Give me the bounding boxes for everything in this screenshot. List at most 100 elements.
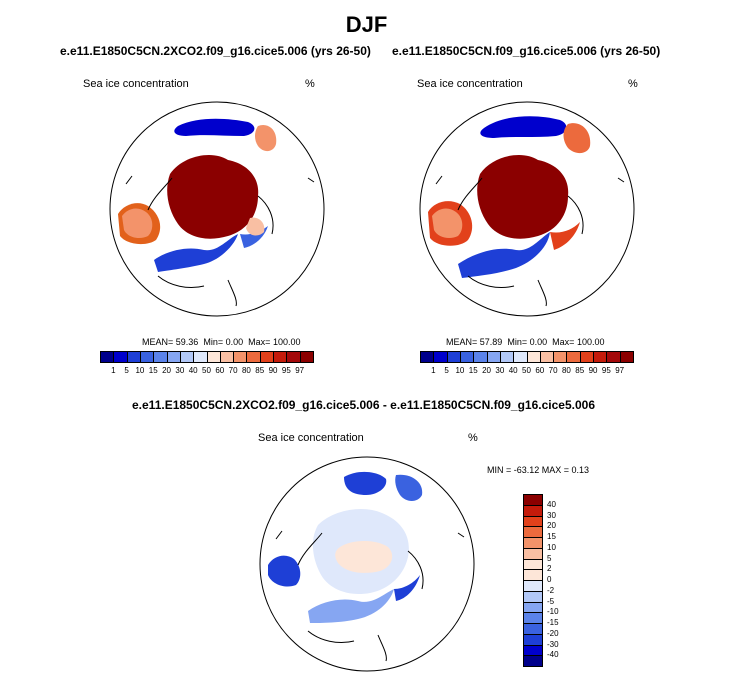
panel1-variable-label: Sea ice concentration xyxy=(83,78,189,90)
diff-colorbar-tick-label: -5 xyxy=(547,596,555,606)
panel1-colorbar-tick-label: 80 xyxy=(241,366,251,375)
diff-colorbar-ticks: 40 30 20 15 10 5 2 0 -2 -5 -10 -15 -20 -30 -40 xyxy=(547,494,577,666)
panel2-colorbar-ticks: 1 5 10 15 20 30 40 50 60 70 80 85 90 95 97 xyxy=(420,366,633,378)
diff-colorbar-tick-label: 5 xyxy=(547,553,552,563)
panel1-colorbar-tick-label: 70 xyxy=(228,366,238,375)
diff-colorbar-tick-label: 10 xyxy=(547,542,556,552)
diff-decrease-band-left xyxy=(268,555,301,587)
panel1-colorbar-swatch xyxy=(113,351,128,363)
panel1-colorbar-tick-label: 90 xyxy=(268,366,278,375)
panel2-polar-map xyxy=(419,101,635,317)
panel1-colorbar-tick-label: 15 xyxy=(148,366,158,375)
panel2-ice-band-bottom xyxy=(458,232,550,278)
diff-colorbar-tick-label: 20 xyxy=(547,521,556,531)
panel2-colorbar-tick-label: 15 xyxy=(468,366,478,375)
diff-colorbar-tick-label: -15 xyxy=(547,618,559,627)
panel1-colorbar-swatch xyxy=(139,351,155,363)
panel1-colorbar-swatch xyxy=(233,351,248,363)
panel1-colorbar-swatch xyxy=(273,351,288,363)
panel2-ice-core xyxy=(477,154,569,239)
panel2-colorbar-swatch xyxy=(420,351,435,363)
panel2-colorbar-tick-label: 40 xyxy=(508,366,518,375)
panel2-colorbar-tick-label: 80 xyxy=(561,366,571,375)
diff-coastline xyxy=(275,530,465,662)
panel2-coastline xyxy=(435,175,625,307)
figure-title: DJF xyxy=(345,12,388,37)
diff-decrease-band-bottom2 xyxy=(394,575,420,601)
diff-colorbar-tick-label: -40 xyxy=(547,650,559,660)
panel1-ice-edge-left-inner xyxy=(122,208,153,238)
panel2-colorbar-tick-label: 1 xyxy=(431,366,436,375)
panel2-colorbar-tick-label: 30 xyxy=(495,366,505,375)
panel2-colorbar-swatch xyxy=(499,351,515,363)
panel1-colorbar-swatch xyxy=(153,351,168,363)
panel2-colorbar-tick-label: 90 xyxy=(588,366,598,375)
panel2-colorbar-swatch xyxy=(606,351,621,363)
panel2-colorbar-tick-label: 10 xyxy=(455,366,465,375)
panel2-ice-edge-left-inner xyxy=(432,208,463,238)
panel1-colorbar-tick-label: 50 xyxy=(202,366,211,375)
panel1-case-title: e.e11.E1850C5CN.2XCO2.f09_g16.cice5.006 … xyxy=(60,44,371,58)
panel1-colorbar-tick-label: 1 xyxy=(111,366,116,375)
diff-neutral-center xyxy=(335,541,393,573)
panel1-ice-band-bottom xyxy=(154,234,238,272)
panel2-colorbar-tick-label: 50 xyxy=(522,366,531,375)
panel2-colorbar-swatch xyxy=(446,351,461,363)
panel1-colorbar xyxy=(100,351,314,363)
panel2-colorbar-swatch xyxy=(513,351,528,363)
diff-colorbar xyxy=(523,494,543,667)
panel2-colorbar-tick-label: 97 xyxy=(615,366,625,375)
panel2-ice-band-bottom2 xyxy=(550,222,580,250)
panel2-units-label: % xyxy=(628,78,638,90)
panel1-coastline xyxy=(125,175,315,307)
panel1-ice-core xyxy=(167,154,259,239)
diff-decrease-top xyxy=(344,471,387,495)
diff-minmax: MIN = -63.12 MAX = 0.13 xyxy=(487,465,590,475)
diff-colorbar-tick-label: 30 xyxy=(547,510,556,520)
panel2-variable-label: Sea ice concentration xyxy=(417,78,523,90)
panel1-colorbar-swatch xyxy=(100,351,115,363)
panel1-colorbar-swatch xyxy=(246,351,261,363)
panel1-ice-right xyxy=(246,217,265,236)
panel1-colorbar-tick-label: 10 xyxy=(135,366,145,375)
panel1-polar-map xyxy=(109,101,325,317)
panel2-colorbar-swatch xyxy=(433,351,448,363)
panel2-colorbar-swatch xyxy=(619,351,634,363)
diff-colorbar-tick-label: -10 xyxy=(547,607,559,617)
diff-variable-label: Sea ice concentration xyxy=(258,432,364,444)
panel1-colorbar-swatch xyxy=(193,351,208,363)
diff-case-title: e.e11.E1850C5CN.2XCO2.f09_g16.cice5.006 … xyxy=(132,398,595,412)
panel2-colorbar-swatch xyxy=(459,351,475,363)
diff-colorbar-tick-label: 2 xyxy=(547,564,552,574)
panel2-colorbar-swatch xyxy=(593,351,608,363)
diff-colorbar-tick-label: 40 xyxy=(547,499,556,509)
panel2-colorbar-swatch xyxy=(539,351,555,363)
panel1-ice-top xyxy=(174,118,255,136)
panel1-units-label: % xyxy=(305,78,315,90)
diff-colorbar-tick-label: -2 xyxy=(547,585,555,595)
panel1-colorbar-tick-label: 95 xyxy=(281,366,291,375)
panel1-colorbar-swatch xyxy=(206,351,221,363)
panel1-colorbar-tick-label: 5 xyxy=(124,366,129,375)
panel1-colorbar-tick-label: 60 xyxy=(215,366,225,375)
diff-colorbar-tick-label: 0 xyxy=(547,575,552,584)
panel2-ice-top-right xyxy=(563,123,591,154)
panel2-colorbar-tick-label: 5 xyxy=(444,366,449,375)
panel2-colorbar-swatch xyxy=(566,351,581,363)
diff-decrease-top-right xyxy=(395,474,423,501)
panel1-colorbar-swatch xyxy=(126,351,141,363)
panel1-colorbar-tick-label: 20 xyxy=(162,366,172,375)
panel1-colorbar-swatch xyxy=(219,351,235,363)
panel2-colorbar-tick-label: 85 xyxy=(575,366,585,375)
panel2-colorbar-tick-label: 20 xyxy=(482,366,492,375)
panel1-colorbar-swatch xyxy=(259,351,275,363)
diff-colorbar-tick-label: 15 xyxy=(547,532,556,541)
panel1-colorbar-swatch xyxy=(286,351,301,363)
panel2-colorbar xyxy=(420,351,634,363)
panel2-stats: MEAN= 57.89 Min= 0.00 Max= 100.00 xyxy=(446,337,605,347)
panel2-colorbar-tick-label: 60 xyxy=(535,366,545,375)
diff-polar-map xyxy=(259,456,475,672)
panel2-ice-top xyxy=(480,116,567,138)
panel2-colorbar-swatch xyxy=(526,351,541,363)
panel1-colorbar-ticks: 1 5 10 15 20 30 40 50 60 70 80 85 90 95 97 xyxy=(100,366,313,378)
